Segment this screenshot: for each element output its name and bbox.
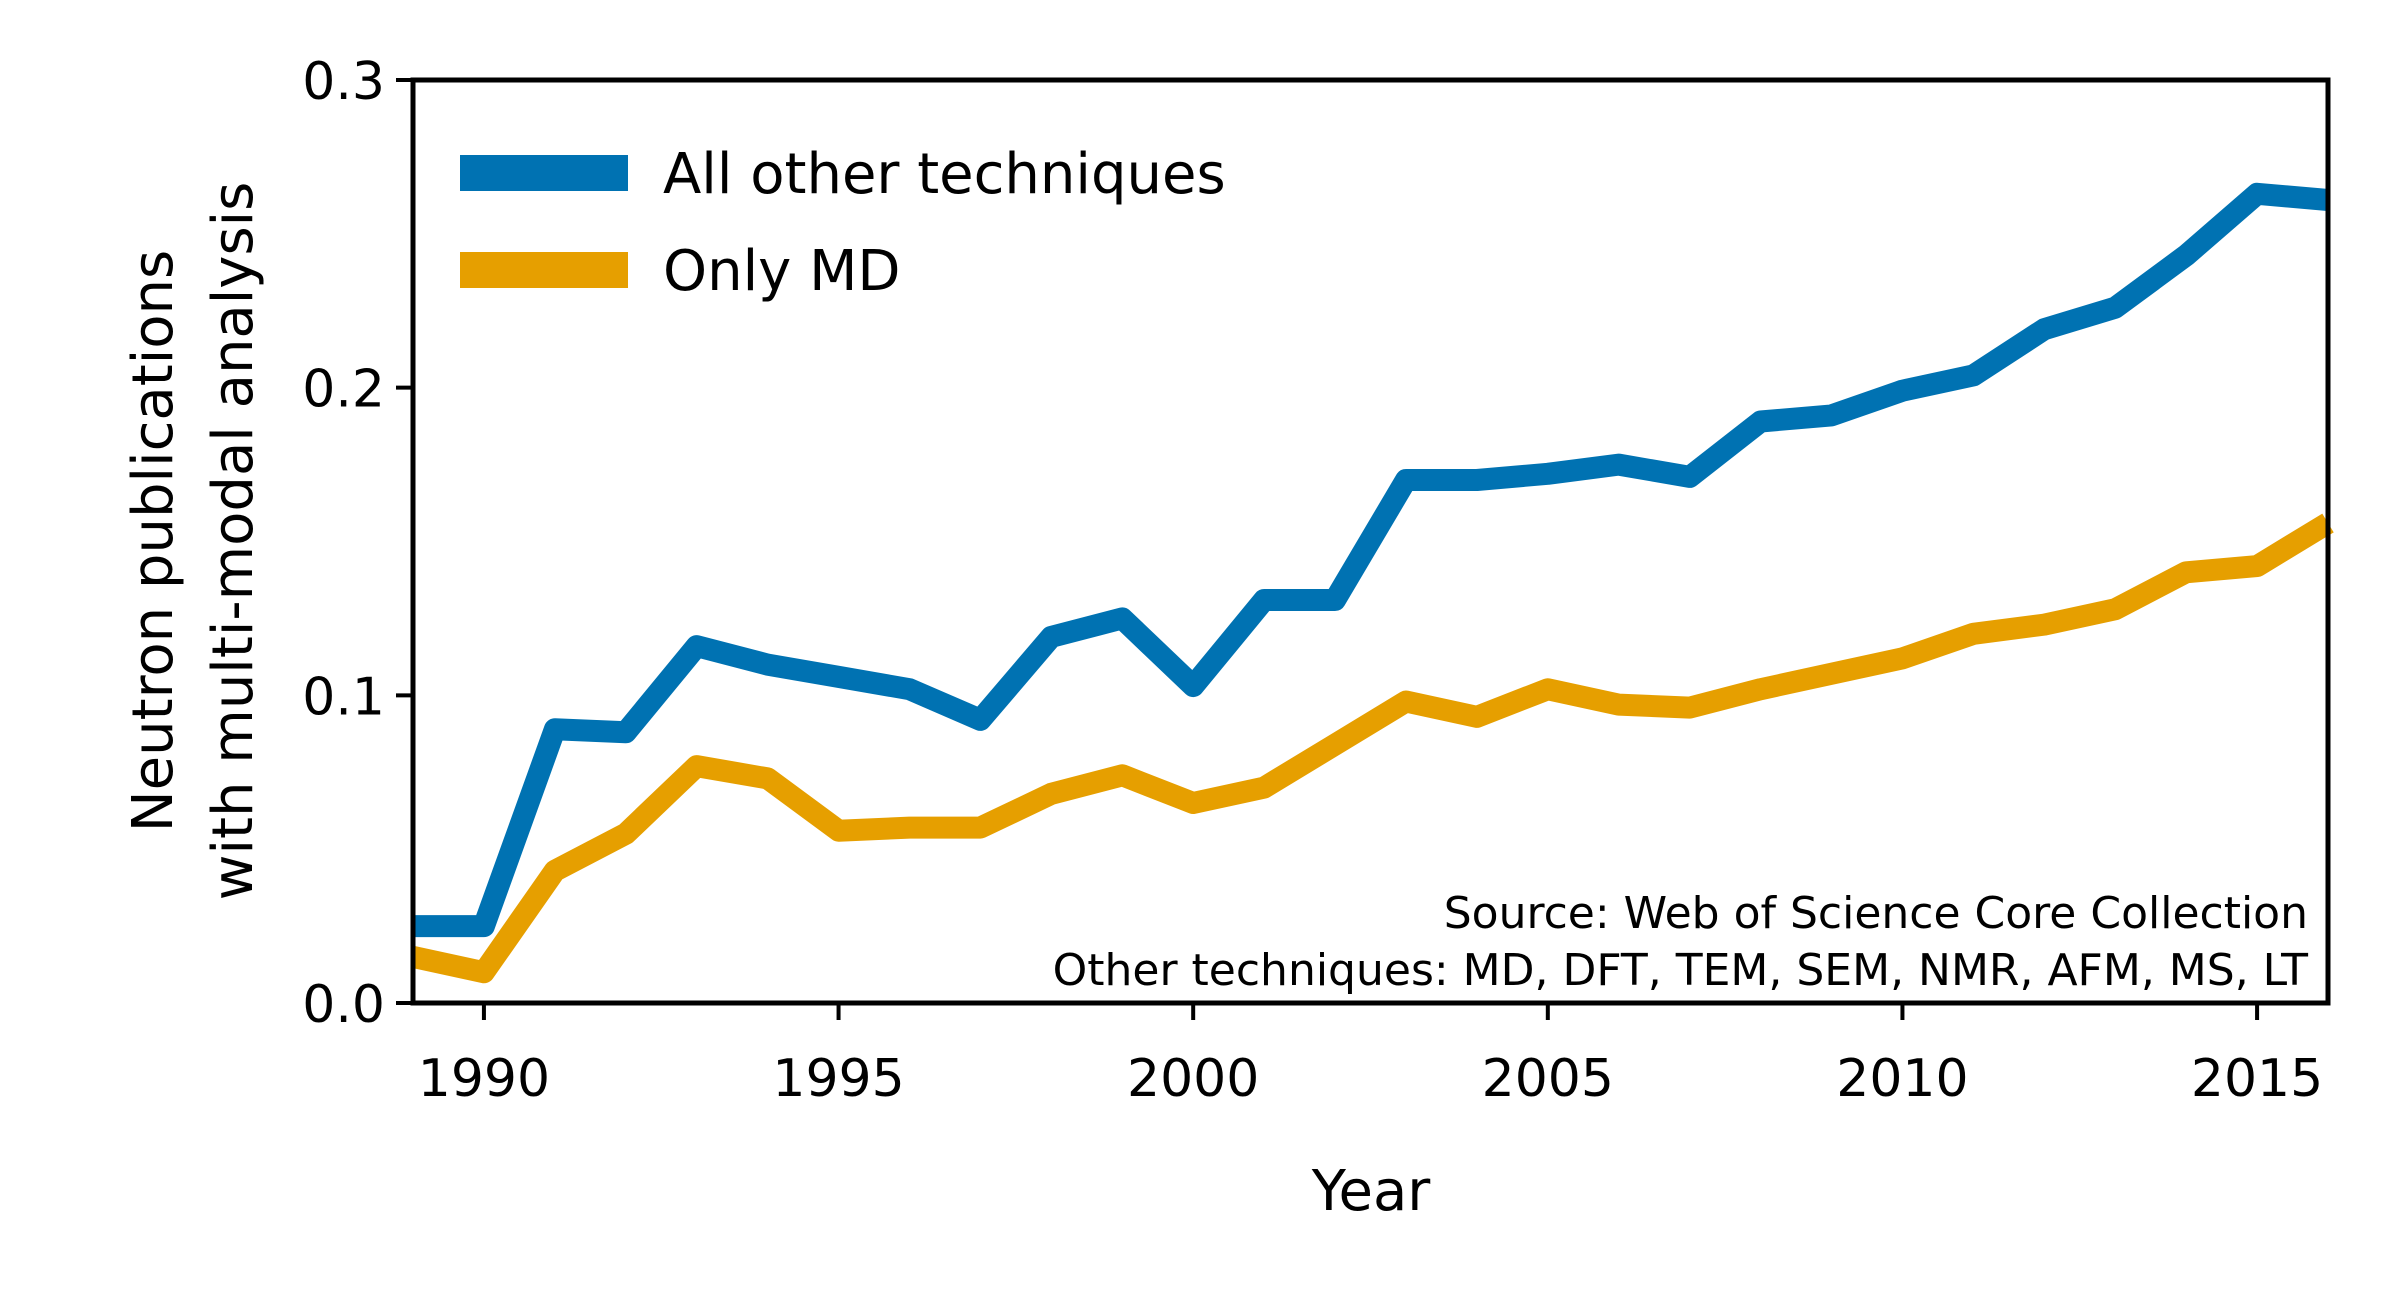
x-axis-title: Year	[1311, 1159, 1432, 1224]
x-tick-label: 2010	[1836, 1049, 1968, 1109]
legend-label: Only MD	[663, 239, 901, 304]
series-line-2	[410, 513, 2334, 984]
x-tick-label: 2015	[2191, 1049, 2323, 1109]
x-tick-label: 1990	[418, 1049, 550, 1109]
annotation-source: Source: Web of Science Core Collection	[1444, 888, 2308, 939]
series-line-1	[413, 182, 2329, 938]
y-tick-label: 0.0	[302, 975, 385, 1035]
ticks-layer: 1990 1995 2000 2005 2010 2015 0.0 0.1 0.2 0.3	[302, 52, 2323, 1109]
y-axis-title-line-1: Neutron publications	[121, 250, 186, 832]
legend: All other techniques Only MD	[460, 142, 1226, 304]
annotation-techniques: Other techniques: MD, DFT, TEM, SEM, NMR…	[1053, 945, 2308, 996]
x-tick-label: 2005	[1482, 1049, 1614, 1109]
y-axis-title-line-2: with multi-modal analysis	[201, 182, 266, 901]
x-tick-label: 1995	[772, 1049, 904, 1109]
y-tick-label: 0.1	[302, 667, 385, 727]
legend-label: All other techniques	[663, 142, 1226, 207]
x-tick-label: 2000	[1127, 1049, 1259, 1109]
series-layer	[410, 182, 2334, 984]
plot-frame	[410, 77, 2331, 1006]
y-tick-label: 0.3	[302, 52, 385, 112]
y-tick-label: 0.2	[302, 360, 385, 420]
